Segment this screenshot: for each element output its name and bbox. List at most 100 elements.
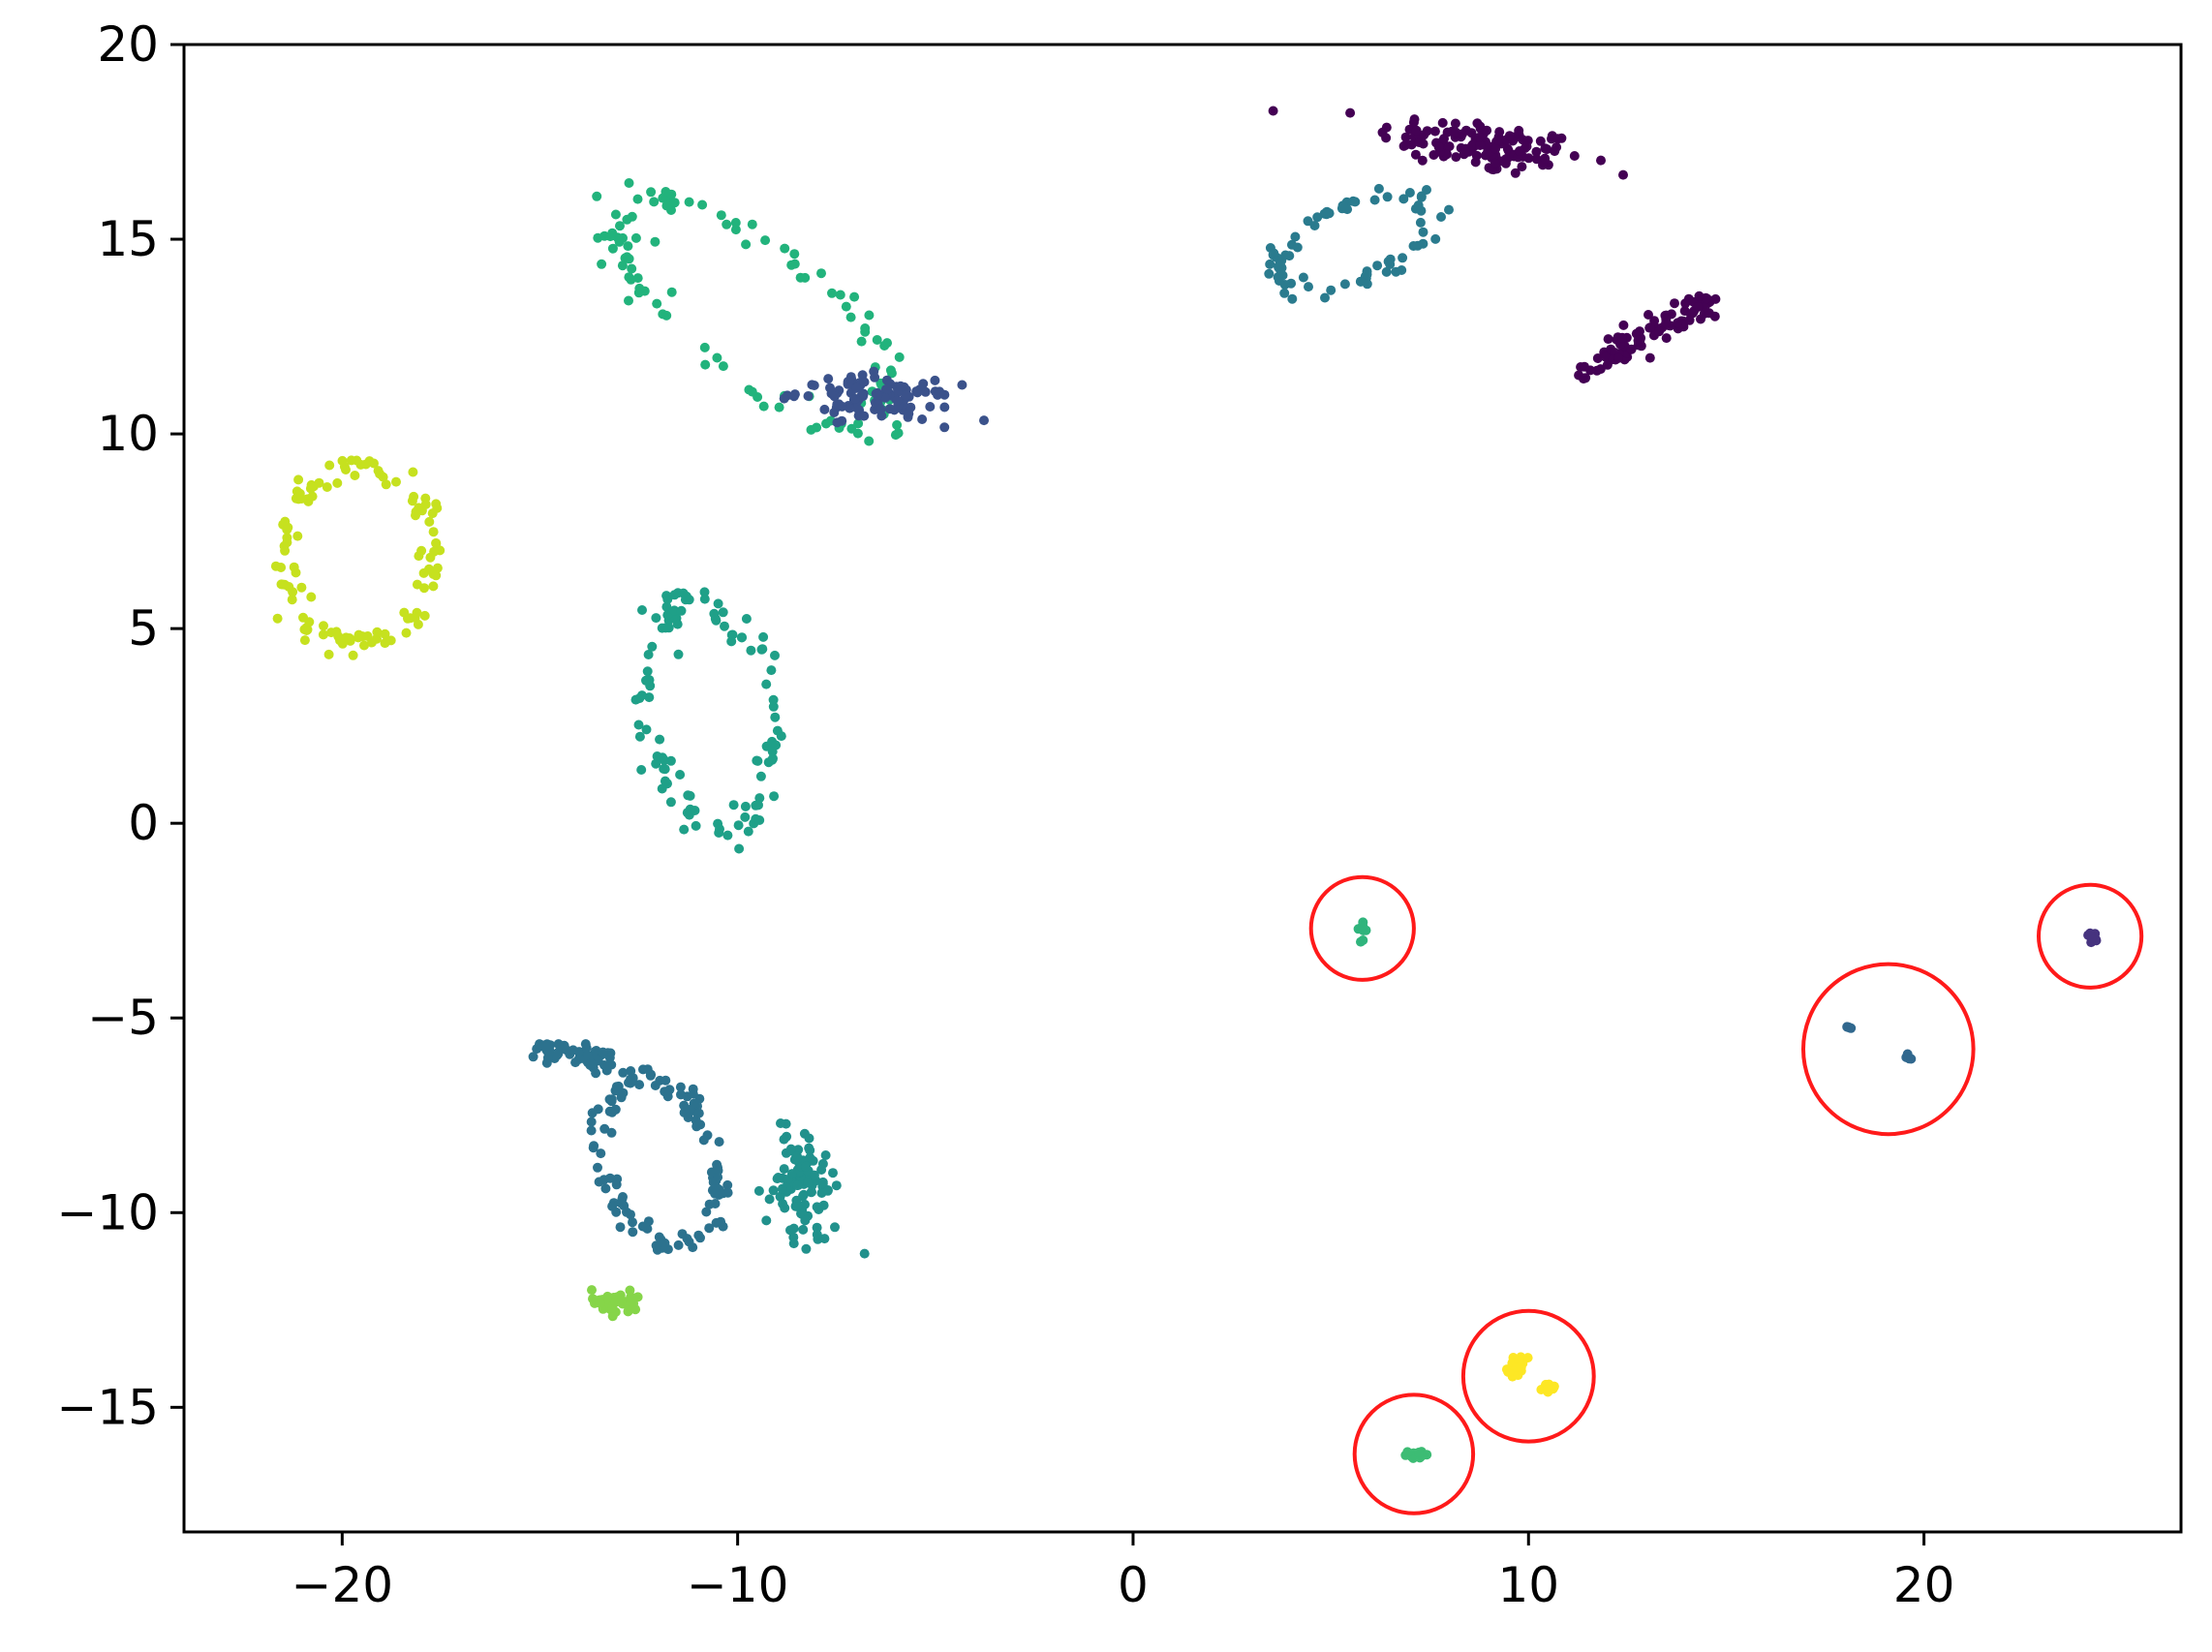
data-point — [859, 411, 870, 421]
data-point — [622, 252, 632, 262]
data-point — [1412, 240, 1423, 251]
data-point — [699, 587, 710, 597]
data-point — [712, 352, 722, 363]
data-point — [570, 1057, 581, 1068]
plot-frame — [182, 43, 2183, 1534]
data-point — [587, 1285, 597, 1296]
data-point — [754, 793, 765, 804]
data-point — [1413, 200, 1424, 210]
data-point — [553, 1039, 564, 1050]
data-point — [1451, 152, 1461, 163]
data-point — [1402, 1448, 1413, 1458]
y-tick-label: 10 — [97, 406, 159, 462]
data-point — [1312, 212, 1323, 223]
cluster-0 — [1268, 106, 1628, 180]
data-point — [917, 414, 928, 424]
data-point — [607, 1107, 618, 1117]
y-tick-label: 0 — [128, 795, 159, 851]
highlight-circle-2 — [1801, 962, 1976, 1137]
data-point — [282, 533, 292, 543]
data-point — [753, 755, 763, 766]
data-point — [675, 1082, 686, 1092]
data-point — [604, 1094, 615, 1105]
data-point — [646, 187, 657, 198]
data-point — [607, 1311, 618, 1322]
data-point — [289, 562, 299, 572]
data-point — [276, 579, 287, 590]
data-point — [1381, 266, 1392, 277]
data-point — [614, 236, 625, 247]
data-point — [1339, 279, 1350, 290]
data-point — [1444, 141, 1455, 152]
data-point — [624, 272, 634, 283]
data-point — [660, 755, 669, 766]
data-point — [730, 218, 741, 228]
data-point — [1633, 335, 1644, 346]
data-point — [792, 1202, 803, 1211]
data-point — [661, 623, 671, 633]
data-point — [665, 797, 676, 808]
data-point — [1345, 107, 1356, 118]
data-point — [675, 770, 686, 780]
data-point — [872, 335, 882, 345]
data-point — [704, 1223, 715, 1234]
data-point — [616, 1198, 627, 1208]
data-point — [424, 516, 435, 527]
data-point — [766, 665, 777, 676]
data-point — [323, 649, 334, 659]
data-point — [1510, 168, 1521, 178]
data-point — [428, 581, 439, 592]
data-point — [835, 290, 845, 300]
data-point — [669, 198, 680, 208]
data-point — [294, 488, 305, 499]
data-point — [622, 214, 632, 225]
data-point — [1372, 260, 1383, 271]
data-point — [661, 601, 672, 612]
data-point — [655, 734, 665, 745]
data-point — [288, 587, 298, 597]
data-point — [1292, 242, 1303, 253]
data-point — [420, 499, 431, 509]
data-point — [1398, 253, 1408, 263]
data-point — [372, 627, 383, 637]
data-point — [830, 1222, 840, 1233]
data-point — [718, 1221, 728, 1232]
data-point — [1694, 291, 1705, 301]
data-point — [599, 1123, 610, 1134]
data-point — [1430, 233, 1441, 244]
data-point — [305, 483, 316, 494]
data-point — [646, 1069, 657, 1080]
cluster-13 — [1842, 1022, 1857, 1033]
x-tick-label: 10 — [1497, 1557, 1559, 1613]
data-point — [1906, 1054, 1917, 1064]
data-point — [792, 1180, 803, 1191]
data-point — [427, 508, 438, 519]
data-point — [628, 1227, 638, 1238]
data-point — [979, 415, 989, 426]
data-point — [768, 694, 779, 705]
data-point — [1596, 155, 1606, 166]
data-point — [859, 1248, 870, 1259]
data-point — [1411, 125, 1422, 136]
data-point — [894, 352, 905, 362]
data-point — [864, 436, 875, 446]
data-point — [1265, 259, 1275, 269]
data-point — [747, 219, 757, 229]
data-point — [657, 783, 667, 794]
data-point — [641, 724, 652, 735]
data-point — [758, 631, 769, 642]
data-point — [775, 1191, 785, 1202]
data-point — [1362, 279, 1372, 290]
data-point — [1467, 140, 1477, 151]
data-point — [713, 1165, 723, 1176]
data-point — [734, 843, 745, 854]
data-point — [786, 260, 797, 270]
data-point — [1444, 204, 1454, 215]
data-point — [1579, 374, 1589, 384]
data-point — [1696, 314, 1705, 324]
data-point — [1324, 208, 1335, 219]
y-tick-label: −5 — [87, 990, 159, 1046]
data-point — [780, 1203, 790, 1213]
data-point — [431, 537, 442, 548]
data-point — [607, 243, 618, 254]
